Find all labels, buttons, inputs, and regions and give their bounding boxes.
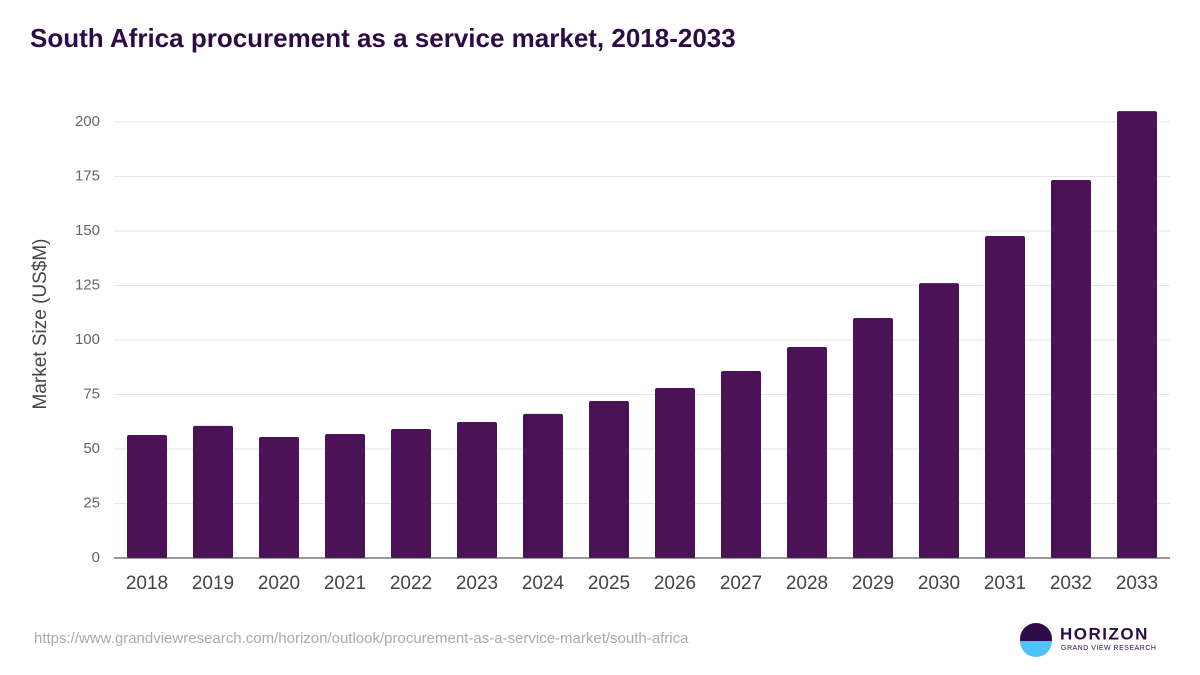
x-tick-label: 2029 — [852, 573, 894, 594]
y-tick-label: 200 — [75, 113, 100, 130]
x-tick-label: 2028 — [786, 573, 828, 594]
logo-icon-lower — [1020, 641, 1052, 657]
y-axis-label: Market Size (US$M) — [30, 238, 51, 409]
y-tick-label: 25 — [83, 494, 100, 511]
y-tick-label: 150 — [75, 222, 100, 239]
chart-title: South Africa procurement as a service ma… — [30, 23, 736, 53]
bar — [787, 346, 827, 558]
x-tick-label: 2030 — [918, 573, 960, 594]
bar — [1051, 179, 1091, 558]
x-tick-label: 2021 — [324, 573, 366, 594]
x-tick-label: 2024 — [522, 573, 565, 594]
logo-text: HORIZON — [1060, 624, 1149, 643]
x-tick-label: 2033 — [1116, 573, 1158, 594]
x-tick-label: 2023 — [456, 573, 498, 594]
bar — [721, 370, 761, 558]
bar — [655, 387, 695, 558]
x-tick-label: 2020 — [258, 573, 300, 594]
x-tick-label: 2022 — [390, 573, 432, 594]
x-tick-label: 2026 — [654, 573, 696, 594]
bar — [853, 317, 893, 558]
y-tick-label: 100 — [75, 331, 100, 348]
bar — [589, 401, 629, 558]
bar — [457, 421, 497, 558]
y-tick-label: 125 — [75, 276, 100, 293]
logo: HORIZON GRAND VIEW RESEARCH — [1020, 623, 1156, 657]
y-tick-label: 175 — [75, 167, 100, 184]
bar — [985, 236, 1025, 558]
x-tick-label: 2018 — [126, 573, 168, 594]
bar — [523, 413, 563, 558]
x-tick-label: 2025 — [588, 573, 630, 594]
bar — [193, 425, 233, 558]
bar — [391, 428, 431, 558]
bar — [127, 435, 167, 558]
logo-subtext: GRAND VIEW RESEARCH — [1061, 645, 1156, 652]
source-url: https://www.grandviewresearch.com/horizo… — [34, 630, 689, 647]
bar — [1117, 111, 1157, 558]
y-tick-label: 75 — [83, 385, 100, 402]
x-tick-label: 2027 — [720, 573, 762, 594]
x-tick-label: 2031 — [984, 573, 1026, 594]
x-tick-label: 2032 — [1050, 573, 1092, 594]
y-tick-label: 0 — [92, 549, 100, 566]
bar — [259, 437, 299, 558]
bar — [325, 433, 365, 558]
y-tick-label: 50 — [83, 440, 100, 457]
x-tick-label: 2019 — [192, 573, 234, 594]
bar — [919, 283, 959, 558]
